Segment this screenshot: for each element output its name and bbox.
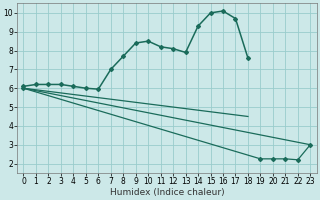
X-axis label: Humidex (Indice chaleur): Humidex (Indice chaleur): [109, 188, 224, 197]
